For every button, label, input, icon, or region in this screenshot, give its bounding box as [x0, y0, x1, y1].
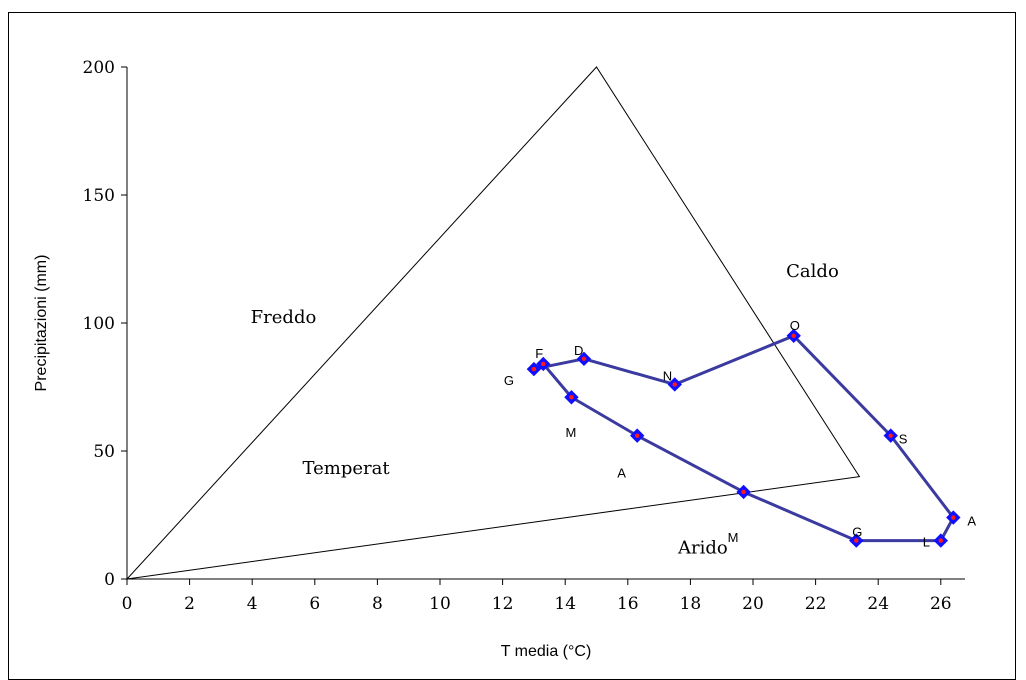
data-point-label: O — [790, 318, 800, 333]
data-point-center — [888, 433, 893, 438]
data-point-center — [541, 361, 546, 367]
data-point-center — [672, 382, 677, 387]
reference-triangle — [125, 66, 861, 580]
x-axis-title: T media (°C) — [501, 643, 592, 660]
data-point-center — [951, 515, 956, 520]
data-point-center — [569, 395, 574, 400]
region-label-temperat: Temperat — [303, 458, 391, 479]
x-tick-label: 0 — [122, 594, 133, 614]
y-ticks: 0 50 100 150 200 — [83, 58, 127, 590]
x-tick-label: 24 — [867, 594, 889, 614]
x-tick-label: 14 — [554, 594, 576, 614]
x-tick-label: 26 — [930, 594, 952, 614]
y-tick-label: 50 — [93, 442, 115, 462]
x-tick-label: 22 — [805, 594, 827, 614]
data-point-label: G — [504, 373, 514, 388]
y-axis-title: Precipitazioni (mm) — [33, 255, 50, 392]
y-tick-label: 100 — [83, 314, 115, 334]
region-label-freddo: Freddo — [251, 307, 317, 328]
data-point-center — [938, 538, 943, 543]
data-point-center — [634, 433, 640, 438]
point-labels: G F M A M G L A S O N D — [504, 318, 976, 550]
y-tick-label: 200 — [83, 58, 115, 78]
y-tick-label: 150 — [83, 186, 115, 206]
data-point-label: G — [852, 525, 862, 540]
data-point-label: A — [967, 514, 976, 529]
series-layer — [526, 328, 961, 548]
data-point-label: S — [899, 432, 908, 447]
data-point-label: A — [617, 466, 626, 481]
region-labels: Freddo Caldo Temperat Arido — [251, 261, 839, 558]
x-tick-label: 20 — [742, 594, 764, 614]
x-tick-label: 4 — [247, 594, 258, 614]
data-point-label: D — [574, 343, 583, 358]
data-point-label: M — [565, 425, 576, 440]
x-tick-label: 8 — [372, 594, 383, 614]
x-tick-label: 10 — [429, 594, 451, 614]
x-tick-label: 2 — [184, 594, 195, 614]
x-tick-label: 16 — [617, 594, 639, 614]
x-tick-label: 18 — [680, 594, 702, 614]
data-point-center — [531, 366, 537, 372]
data-point-label: N — [663, 368, 672, 383]
x-tick-label: 12 — [492, 594, 514, 614]
data-point-label: F — [535, 346, 543, 361]
data-point-label: L — [923, 535, 930, 550]
x-tick-label: 6 — [309, 594, 320, 614]
reference-triangle-outline — [125, 66, 861, 580]
region-label-caldo: Caldo — [786, 261, 839, 282]
data-point-center — [741, 489, 746, 495]
region-label-arido: Arido — [677, 537, 728, 558]
y-tick-label: 0 — [104, 570, 115, 590]
x-ticks: 0 2 4 6 8 10 12 14 16 18 20 22 24 26 — [122, 579, 952, 614]
data-point-center — [581, 356, 587, 362]
data-point-center — [854, 538, 859, 543]
data-point-center — [791, 333, 796, 338]
data-point-label: M — [728, 530, 739, 545]
